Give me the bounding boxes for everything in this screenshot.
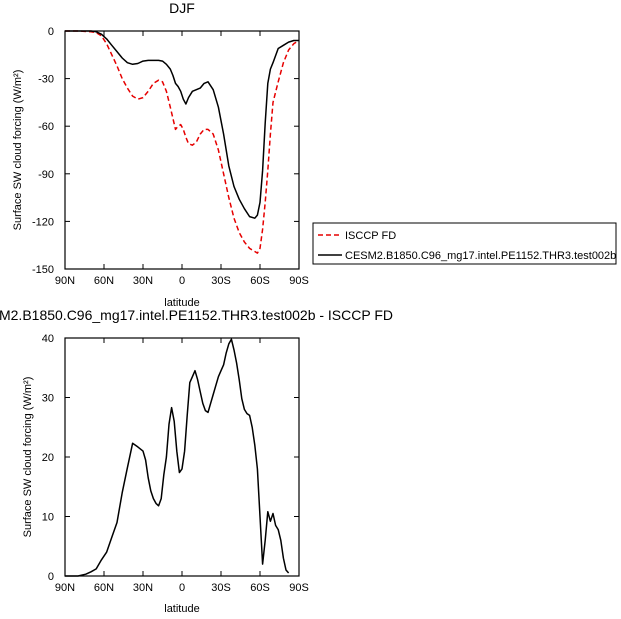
y-tick-label: -150 <box>32 264 54 276</box>
series-line-isccp-fd <box>65 30 300 254</box>
legend-label-cesm2: CESM2.B1850.C96_mg17.intel.PE1152.THR3.t… <box>345 250 616 262</box>
x-tick-label: 30S <box>211 275 231 287</box>
x-tick-label: 60S <box>250 275 270 287</box>
x-tick-label: 90N <box>55 275 75 287</box>
y-tick-label: 20 <box>42 452 54 464</box>
x-axis-label: latitude <box>164 297 199 309</box>
x-tick-label: 0 <box>179 275 185 287</box>
chart-title: DJF <box>169 0 195 16</box>
y-tick-label: -120 <box>32 216 54 228</box>
x-tick-label: 90S <box>289 582 309 594</box>
y-tick-label: 0 <box>48 26 54 38</box>
x-tick-label: 90S <box>289 275 309 287</box>
y-tick-label: -30 <box>38 74 54 86</box>
legend-box <box>312 222 617 265</box>
plot-frame <box>64 337 300 577</box>
chart-difference: M2.B1850.C96_mg17.intel.PE1152.THR3.test… <box>0 307 393 615</box>
legend: ISCCP FD CESM2.B1850.C96_mg17.intel.PE11… <box>312 222 617 265</box>
chart-djf: DJF 90N 60N 30N 0 30S 60S 90S -150 -120 -90 -60 -30… <box>12 0 617 309</box>
x-tick-label: 60N <box>94 582 114 594</box>
x-tick-label: 60S <box>250 582 270 594</box>
y-axis-label: Surface SW cloud forcing (W/m²) <box>22 377 34 538</box>
y-tick-label: -60 <box>38 121 54 133</box>
x-axis-label: latitude <box>164 603 199 615</box>
x-tick-label: 30N <box>133 582 153 594</box>
y-tick-label: -90 <box>38 169 54 181</box>
x-tick-label: 0 <box>179 582 185 594</box>
x-tick-label: 90N <box>55 582 75 594</box>
legend-label-isccp: ISCCP FD <box>345 230 396 242</box>
chart-title: M2.B1850.C96_mg17.intel.PE1152.THR3.test… <box>0 307 393 323</box>
series-line-difference <box>65 338 290 577</box>
y-tick-label: 30 <box>42 393 54 405</box>
y-tick-label: 0 <box>48 571 54 583</box>
y-axis-label: Surface SW cloud forcing (W/m²) <box>12 70 24 231</box>
x-tick-label: 30S <box>211 582 231 594</box>
x-tick-label: 60N <box>94 275 114 287</box>
series-line-cesm2-b1850-c96-mg17-intel-pe1152-thr3-test002b <box>65 30 299 219</box>
y-tick-label: 40 <box>42 333 54 345</box>
y-tick-label: 10 <box>42 512 54 524</box>
x-tick-label: 30N <box>133 275 153 287</box>
